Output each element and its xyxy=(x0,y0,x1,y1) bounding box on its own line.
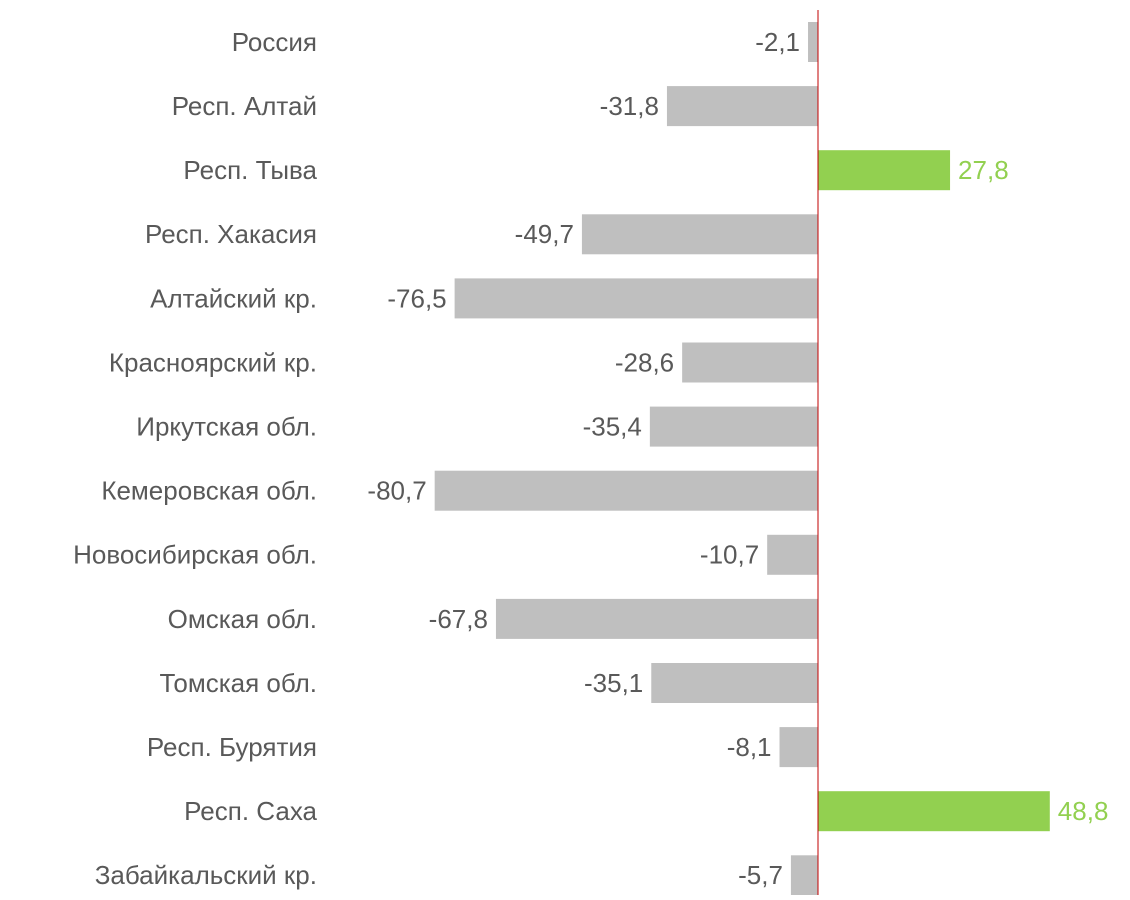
category-label: Респ. Саха xyxy=(184,796,317,826)
category-label: Респ. Тыва xyxy=(183,155,317,185)
value-label: -76,5 xyxy=(387,283,446,313)
category-label: Иркутская обл. xyxy=(136,411,317,441)
bar xyxy=(651,663,818,703)
value-label: -31,8 xyxy=(600,91,659,121)
value-label: -80,7 xyxy=(367,476,426,506)
value-label: 27,8 xyxy=(958,155,1009,185)
value-label: -10,7 xyxy=(700,540,759,570)
bar xyxy=(790,855,818,896)
value-label: -8,1 xyxy=(727,732,772,762)
bar xyxy=(434,470,818,511)
value-label: -2,1 xyxy=(755,27,800,57)
value-label: -35,4 xyxy=(583,411,642,441)
category-label: Красноярский кр. xyxy=(109,347,317,377)
category-label: Респ. Хакасия xyxy=(145,219,317,249)
value-label: -35,1 xyxy=(584,668,643,698)
value-label: -67,8 xyxy=(429,604,488,634)
bar xyxy=(779,727,818,768)
value-label: -5,7 xyxy=(738,860,783,890)
category-label: Респ. Бурятия xyxy=(147,732,317,762)
category-label: Томская обл. xyxy=(160,668,317,698)
bar xyxy=(581,214,818,255)
value-label: 48,8 xyxy=(1058,796,1109,826)
bar xyxy=(818,791,1050,832)
value-label: -49,7 xyxy=(515,219,574,249)
bar xyxy=(808,22,818,62)
category-label: Кемеровская обл. xyxy=(101,476,317,506)
value-label: -28,6 xyxy=(615,347,674,377)
bar xyxy=(682,342,818,383)
bar xyxy=(818,150,951,191)
category-label: Забайкальский кр. xyxy=(95,860,317,890)
bar xyxy=(666,86,818,127)
category-label: Новосибирская обл. xyxy=(73,540,317,570)
bar xyxy=(649,406,818,447)
category-label: Алтайский кр. xyxy=(150,283,317,313)
category-label: Респ. Алтай xyxy=(172,91,317,121)
bar xyxy=(454,278,818,319)
category-label: Россия xyxy=(232,27,317,57)
category-label: Омская обл. xyxy=(168,604,317,634)
bar xyxy=(495,598,818,639)
bar xyxy=(767,534,818,575)
